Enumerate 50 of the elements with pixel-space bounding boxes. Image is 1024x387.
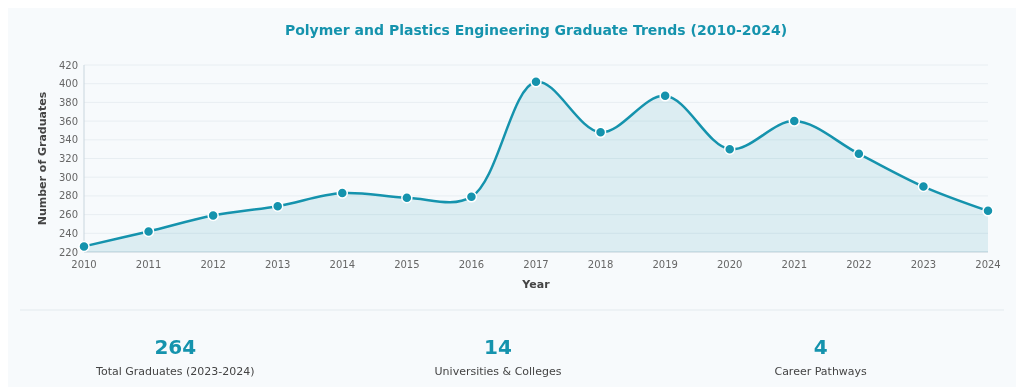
y-tick-label: 400 bbox=[58, 78, 78, 90]
x-axis-title: Year bbox=[521, 278, 551, 291]
x-tick-label: 2024 bbox=[975, 259, 1001, 270]
point bbox=[271, 200, 284, 212]
point bbox=[78, 240, 90, 253]
x-tick-label: 2021 bbox=[781, 259, 808, 270]
x-tick-label: 2018 bbox=[587, 259, 614, 270]
y-tick-label: 340 bbox=[58, 134, 78, 146]
y-axis-title: Number of Graduates bbox=[36, 91, 49, 226]
point bbox=[788, 115, 801, 127]
point bbox=[594, 126, 607, 139]
chart-title: Polymer and Plastics Engineering Graduate Trends (2010-2024) bbox=[284, 22, 788, 38]
point bbox=[659, 90, 671, 102]
data-label: 264 bbox=[154, 335, 197, 359]
category-label: Career Pathways bbox=[774, 365, 868, 378]
y-tick-label: 420 bbox=[58, 59, 78, 71]
point bbox=[207, 209, 219, 222]
x-tick-label: 2010 bbox=[71, 259, 97, 270]
point bbox=[401, 192, 413, 204]
category-label: Total Graduates (2023-2024) bbox=[95, 365, 255, 378]
x-tick-label: 2022 bbox=[846, 259, 872, 270]
y-tick-label: 360 bbox=[58, 115, 78, 127]
point bbox=[982, 205, 994, 217]
x-tick-label: 2012 bbox=[200, 259, 226, 270]
y-tick-label: 240 bbox=[58, 227, 78, 239]
data-label: 14 bbox=[484, 335, 512, 359]
point bbox=[465, 191, 478, 203]
y-tick-label: 300 bbox=[58, 171, 78, 183]
y-tick-label: 320 bbox=[58, 153, 78, 164]
x-tick-label: 2023 bbox=[910, 259, 937, 270]
data-label: 4 bbox=[813, 335, 828, 359]
x-tick-label: 2013 bbox=[264, 259, 291, 270]
category-label: Universities & Colleges bbox=[434, 365, 562, 378]
point bbox=[723, 143, 736, 155]
x-tick-label: 2017 bbox=[523, 259, 549, 270]
x-tick-label: 2011 bbox=[135, 259, 162, 270]
y-tick-label: 280 bbox=[58, 190, 78, 202]
x-tick-label: 2014 bbox=[329, 259, 356, 270]
point bbox=[142, 225, 155, 238]
point bbox=[853, 148, 865, 160]
y-tick-label: 220 bbox=[58, 246, 78, 258]
point bbox=[917, 180, 930, 193]
y-tick-label: 260 bbox=[58, 209, 78, 221]
x-tick-label: 2015 bbox=[394, 259, 420, 270]
point bbox=[530, 76, 542, 88]
x-tick-label: 2020 bbox=[716, 259, 743, 270]
x-tick-label: 2019 bbox=[652, 259, 678, 270]
point bbox=[336, 187, 349, 199]
x-tick-label: 2016 bbox=[458, 259, 485, 270]
y-tick-label: 380 bbox=[58, 96, 78, 108]
